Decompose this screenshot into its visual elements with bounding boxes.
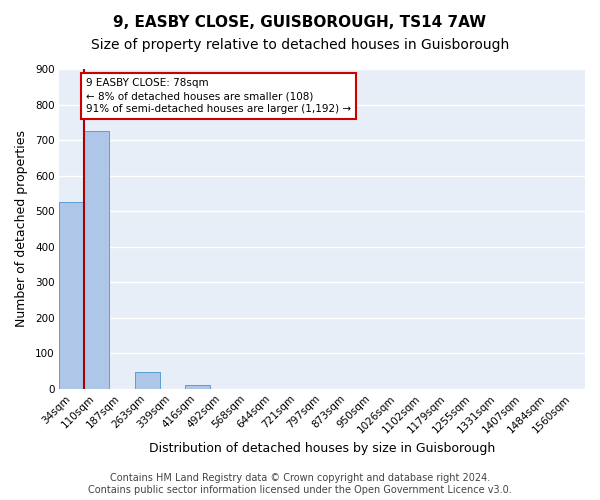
- Text: 9, EASBY CLOSE, GUISBOROUGH, TS14 7AW: 9, EASBY CLOSE, GUISBOROUGH, TS14 7AW: [113, 15, 487, 30]
- Bar: [185, 385, 209, 388]
- X-axis label: Distribution of detached houses by size in Guisborough: Distribution of detached houses by size …: [149, 442, 496, 455]
- Bar: [85, 131, 109, 388]
- Bar: [134, 372, 160, 388]
- Bar: [59, 202, 85, 388]
- Text: Contains HM Land Registry data © Crown copyright and database right 2024.
Contai: Contains HM Land Registry data © Crown c…: [88, 474, 512, 495]
- Y-axis label: Number of detached properties: Number of detached properties: [15, 130, 28, 328]
- Text: 9 EASBY CLOSE: 78sqm
← 8% of detached houses are smaller (108)
91% of semi-detac: 9 EASBY CLOSE: 78sqm ← 8% of detached ho…: [86, 78, 351, 114]
- Text: Size of property relative to detached houses in Guisborough: Size of property relative to detached ho…: [91, 38, 509, 52]
